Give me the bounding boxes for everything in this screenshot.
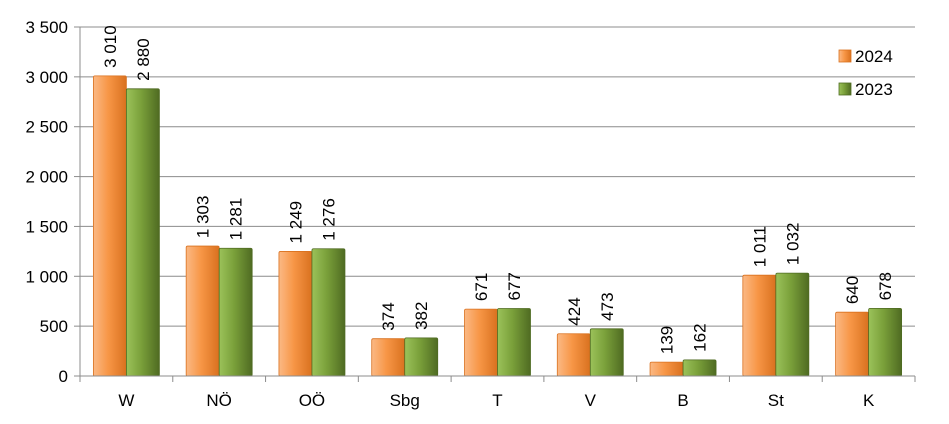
data-label: 1 281 (227, 198, 246, 241)
axes: 0 500 1 000 1 500 2 000 2 500 3 000 3 500 W NÖ OÖ S… (25, 18, 916, 410)
bar-2023-B (682, 359, 717, 377)
data-label: 1 249 (286, 201, 305, 244)
y-tick-label: 2 000 (25, 168, 68, 187)
y-tick-label: 3 000 (25, 68, 68, 87)
x-tick-label: T (492, 391, 502, 410)
x-tick-label: W (118, 391, 134, 410)
legend-swatch (838, 82, 852, 96)
bar-2023-W (125, 88, 160, 377)
legend: 2024 2023 (838, 47, 893, 99)
x-tick-label: B (677, 391, 688, 410)
data-label: 473 (598, 292, 617, 320)
bar-2023-V (589, 328, 624, 377)
bar-2024-OÖ (278, 251, 313, 377)
bar-2024-St (742, 274, 777, 377)
bar-2023-OÖ (311, 248, 346, 377)
data-label: 1 011 (750, 226, 769, 267)
x-tick-label: K (863, 391, 875, 410)
data-label: 1 032 (783, 223, 802, 266)
y-tick-label: 1 000 (25, 267, 68, 286)
data-label: 671 (472, 273, 491, 301)
bar-2023-Sbg (404, 337, 439, 377)
bar-2023-K (868, 307, 903, 377)
data-label: 139 (658, 326, 677, 354)
data-label: 2 880 (134, 38, 153, 81)
legend-swatch (838, 49, 852, 63)
y-tick-label: 1 500 (25, 217, 68, 236)
y-tick-label: 500 (40, 317, 68, 336)
data-label: 162 (691, 323, 710, 351)
x-tick-label: St (768, 391, 784, 410)
y-tick-label: 3 500 (25, 18, 68, 37)
data-label: 1 276 (319, 198, 338, 241)
bar-2024-Sbg (371, 338, 406, 377)
legend-label: 2023 (855, 80, 893, 99)
data-label: 382 (412, 302, 431, 330)
y-tick-label: 2 500 (25, 118, 68, 137)
x-tick-label: NÖ (206, 391, 232, 410)
data-label: 424 (565, 297, 584, 325)
data-label: 677 (505, 272, 524, 300)
data-label: 3 010 (101, 25, 120, 68)
data-label: 374 (379, 302, 398, 330)
bar-2024-NÖ (185, 245, 220, 377)
data-label: 1 303 (194, 196, 213, 239)
bar-2023-T (497, 308, 531, 377)
bar-2024-W (92, 75, 127, 377)
bar-2024-V (556, 333, 591, 377)
bar-2024-K (835, 311, 870, 377)
bar-2024-B (649, 361, 684, 377)
bars (92, 75, 903, 377)
x-tick-label: Sbg (390, 391, 420, 410)
bar-2023-NÖ (218, 247, 253, 377)
data-label: 640 (843, 276, 862, 304)
x-tick-label: OÖ (299, 391, 325, 410)
bar-2023-St (775, 272, 810, 377)
bar-2024-T (464, 308, 498, 377)
y-tick-label: 0 (59, 367, 68, 386)
x-tick-label: V (585, 391, 597, 410)
legend-label: 2024 (855, 47, 893, 66)
data-label: 678 (876, 272, 895, 300)
data-labels: 3 010 2 880 1 303 1 281 1 249 1 276 374 382 671 6… (101, 25, 895, 354)
